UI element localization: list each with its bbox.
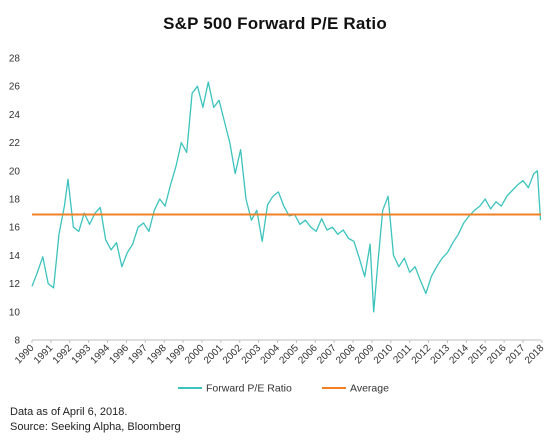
x-tick-label: 2008 bbox=[334, 343, 358, 367]
x-tick-label: 1991 bbox=[32, 343, 56, 367]
y-tick-label: 8 bbox=[14, 336, 20, 347]
x-axis-ticks: 1990199119921993199419961997199819992000… bbox=[13, 340, 547, 366]
pe-ratio-line bbox=[31, 81, 542, 313]
x-tick-label: 1994 bbox=[89, 343, 113, 367]
x-tick-label: 2005 bbox=[277, 343, 301, 367]
x-tick-label: 2015 bbox=[466, 343, 490, 367]
y-tick-label: 20 bbox=[9, 166, 21, 177]
x-tick-label: 2017 bbox=[504, 343, 528, 367]
y-tick-label: 10 bbox=[9, 307, 21, 318]
x-tick-label: 1999 bbox=[164, 343, 188, 367]
x-tick-label: 1992 bbox=[51, 343, 75, 367]
x-tick-label: 1998 bbox=[145, 343, 169, 367]
y-tick-label: 24 bbox=[9, 110, 21, 121]
source-note: Source: Seeking Alpha, Bloomberg bbox=[10, 421, 181, 433]
x-tick-label: 2009 bbox=[353, 343, 377, 367]
x-tick-label: 2018 bbox=[523, 343, 547, 367]
x-tick-label: 2010 bbox=[372, 343, 396, 367]
y-tick-label: 28 bbox=[9, 54, 21, 65]
x-tick-label: 1997 bbox=[126, 343, 150, 367]
x-tick-label: 1993 bbox=[70, 343, 94, 367]
y-axis-ticks: 8 10 12 14 16 18 20 22 24 26 28 bbox=[9, 54, 21, 347]
plot-series bbox=[31, 81, 542, 313]
x-tick-label: 2007 bbox=[315, 343, 339, 367]
legend-item-pe-ratio-label: Forward P/E Ratio bbox=[206, 383, 292, 395]
y-tick-label: 18 bbox=[9, 195, 21, 206]
x-tick-label: 2012 bbox=[410, 343, 434, 367]
x-tick-label: 2011 bbox=[391, 343, 414, 366]
legend-item-average-label: Average bbox=[350, 383, 389, 395]
y-tick-label: 22 bbox=[9, 138, 21, 149]
x-tick-label: 2004 bbox=[259, 343, 283, 367]
x-tick-label: 2006 bbox=[296, 343, 320, 367]
chart-title: S&P 500 Forward P/E Ratio bbox=[163, 14, 387, 33]
x-tick-label: 2002 bbox=[221, 343, 245, 367]
x-tick-label: 2014 bbox=[447, 343, 471, 367]
y-tick-label: 14 bbox=[9, 251, 21, 262]
y-tick-label: 16 bbox=[9, 223, 21, 234]
x-tick-label: 2000 bbox=[183, 343, 207, 367]
x-tick-label: 2001 bbox=[202, 343, 226, 367]
x-tick-label: 2013 bbox=[429, 343, 453, 367]
y-tick-label: 26 bbox=[9, 82, 21, 93]
x-tick-label: 2003 bbox=[240, 343, 264, 367]
y-tick-label: 12 bbox=[9, 279, 21, 290]
data-date-note: Data as of April 6, 2018. bbox=[10, 406, 128, 418]
x-tick-label: 2016 bbox=[485, 343, 509, 367]
legend: Forward P/E Ratio Average bbox=[178, 383, 389, 395]
x-tick-label: 1996 bbox=[108, 343, 132, 367]
